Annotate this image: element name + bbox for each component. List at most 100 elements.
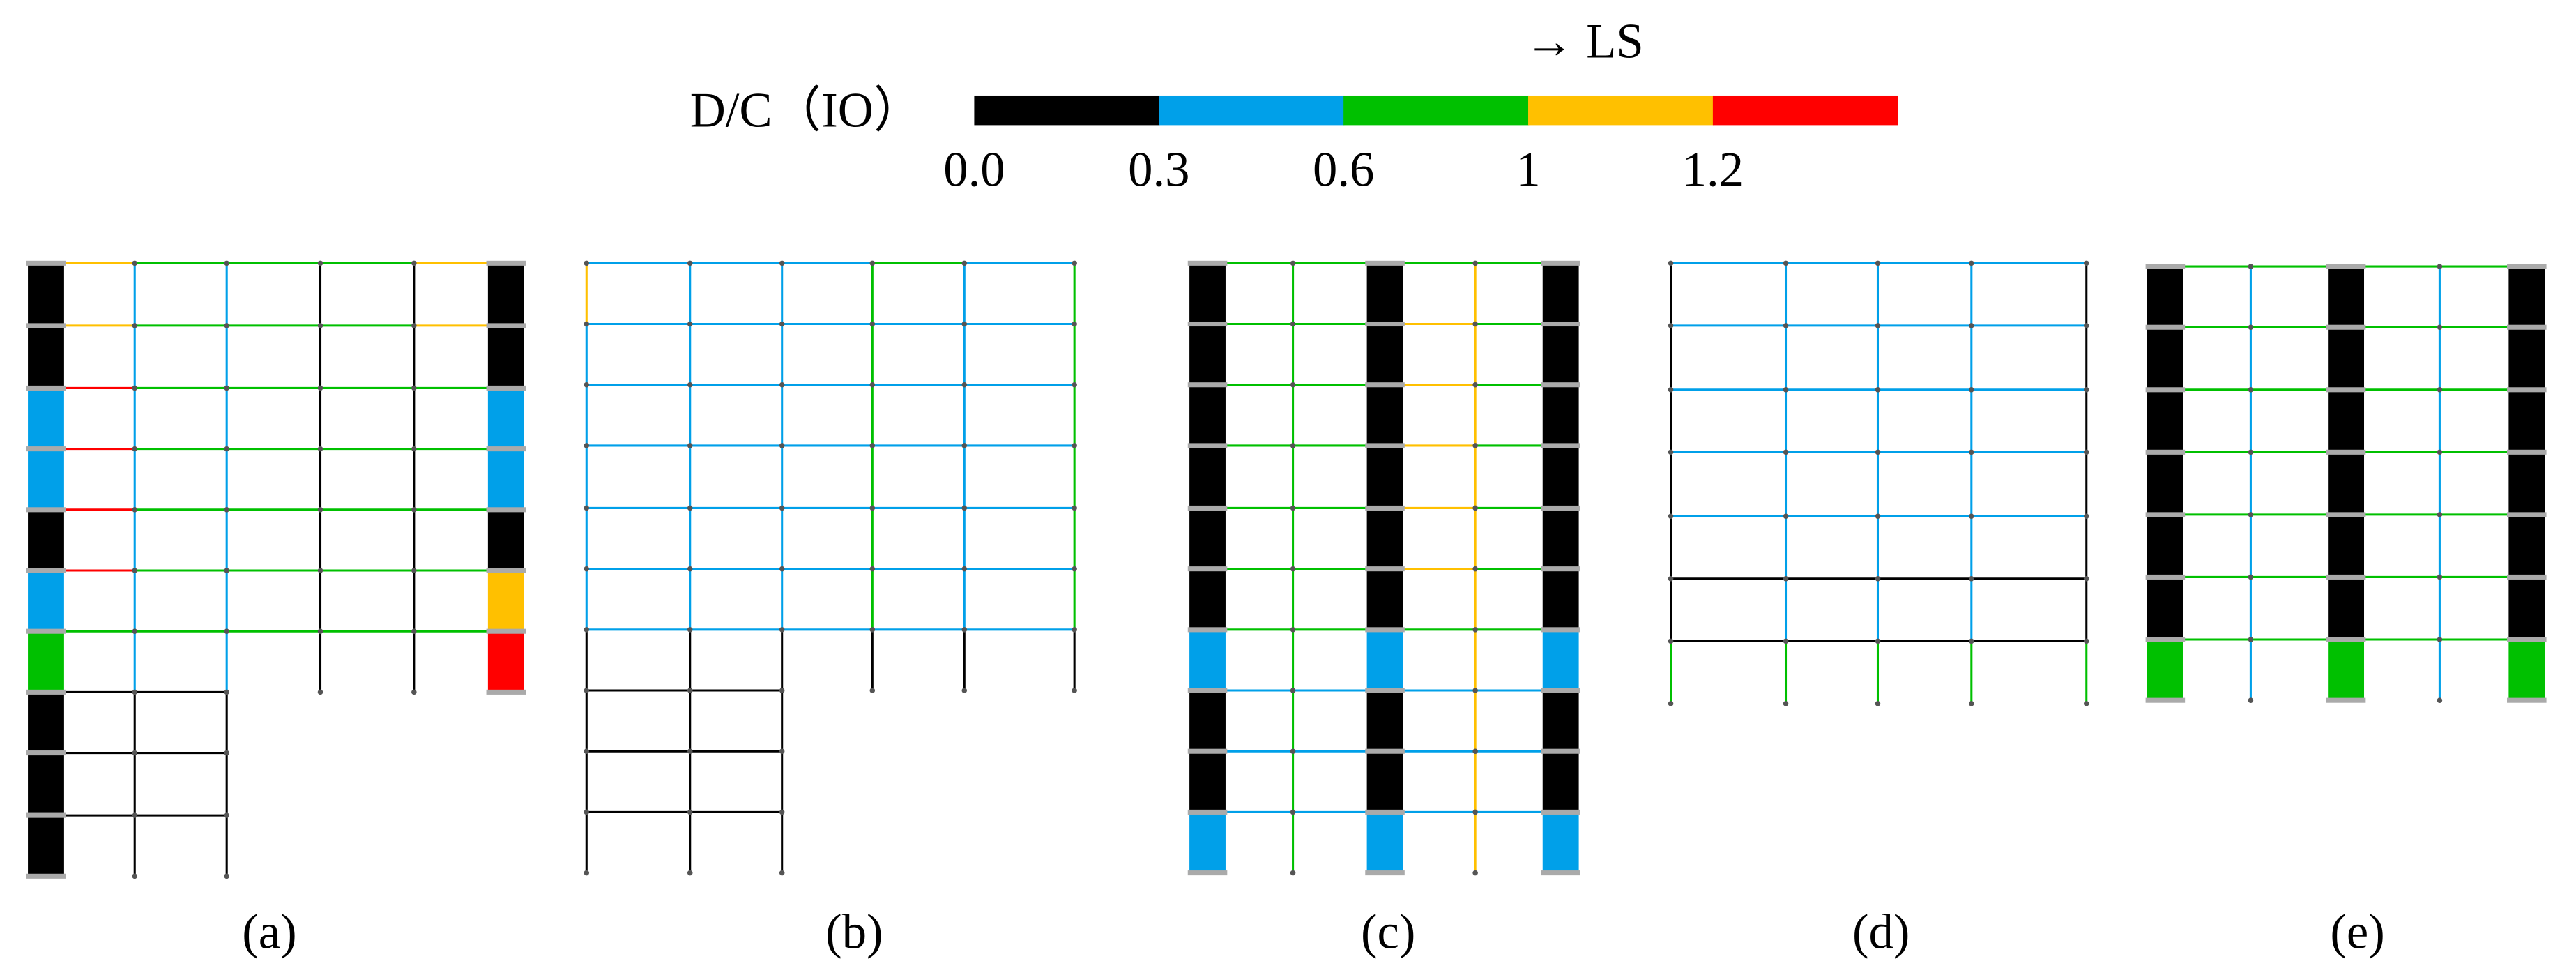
panel-label: (a)	[242, 905, 296, 960]
joint	[224, 446, 229, 452]
legend-segment	[1712, 95, 1898, 126]
joint	[486, 260, 526, 266]
column-member	[1189, 568, 1226, 630]
joint	[2083, 638, 2089, 644]
column-member	[1542, 568, 1579, 630]
joint	[2437, 574, 2443, 580]
column-member	[28, 263, 64, 326]
panel-label: (e)	[2330, 905, 2384, 960]
column-member	[28, 753, 64, 816]
joint	[486, 689, 526, 695]
joint	[1541, 627, 1580, 633]
joint	[869, 260, 876, 266]
column-member	[2328, 266, 2365, 328]
column-member	[2147, 577, 2183, 640]
joint	[1668, 449, 1674, 455]
joint	[1668, 513, 1674, 520]
joint	[2248, 324, 2254, 331]
joint	[1290, 627, 1296, 633]
joint	[2326, 697, 2366, 703]
joint	[584, 566, 590, 572]
joint	[1969, 638, 1974, 644]
column-member	[487, 325, 524, 388]
legend-label: D/C（IO）	[690, 83, 923, 137]
joint	[1472, 443, 1478, 448]
joint	[1365, 382, 1405, 388]
joint	[132, 446, 138, 452]
joint	[2145, 697, 2186, 703]
column-member	[487, 631, 524, 693]
joint	[1187, 566, 1228, 572]
column-member	[1366, 263, 1403, 324]
joint	[779, 505, 785, 511]
joint	[2145, 387, 2186, 393]
joint	[1365, 870, 1405, 876]
joint	[1472, 809, 1478, 815]
joint	[2248, 697, 2254, 703]
column-member	[2508, 389, 2545, 453]
joint	[1783, 323, 1789, 328]
column-member	[2508, 266, 2545, 328]
joint	[486, 323, 526, 328]
joint	[26, 873, 66, 879]
column-member	[1189, 812, 1226, 873]
joint	[779, 688, 785, 693]
joint	[317, 689, 323, 695]
joint	[584, 443, 590, 448]
joint	[1072, 260, 1077, 266]
joint	[1472, 321, 1478, 327]
joint	[1969, 323, 1974, 328]
column-member	[2147, 452, 2183, 515]
joint	[1875, 513, 1881, 520]
joint	[2083, 323, 2089, 328]
joint	[486, 507, 526, 513]
joint	[1187, 505, 1228, 511]
joint	[1783, 260, 1789, 266]
column-member	[1189, 508, 1226, 569]
joint	[2145, 574, 2186, 580]
column-member	[2147, 639, 2183, 701]
joint	[869, 688, 876, 693]
column-member	[2147, 514, 2183, 577]
joint	[224, 385, 229, 391]
joint	[132, 873, 138, 879]
joint	[2507, 264, 2547, 269]
joint	[2437, 387, 2443, 393]
column-member	[2508, 639, 2545, 701]
joint	[2248, 449, 2254, 455]
joint	[2326, 387, 2366, 393]
column-member	[2508, 452, 2545, 515]
joint	[1783, 449, 1789, 455]
joint	[224, 507, 229, 513]
joint	[779, 809, 785, 815]
column-member	[487, 263, 524, 326]
joint	[2326, 574, 2366, 580]
joint	[1072, 505, 1077, 511]
joint	[961, 443, 968, 448]
joint	[411, 689, 417, 695]
joint	[1969, 576, 1974, 582]
joint	[1472, 748, 1478, 754]
joint	[687, 505, 693, 511]
joint	[1290, 870, 1296, 876]
joint	[1365, 321, 1405, 327]
joint	[1541, 688, 1580, 693]
joint	[1365, 748, 1405, 754]
column-member	[2147, 327, 2183, 390]
joint	[1072, 321, 1077, 327]
column-member	[2508, 327, 2545, 390]
column-member	[1189, 445, 1226, 508]
column-member	[1542, 629, 1579, 691]
joint	[2437, 512, 2443, 517]
joint	[1668, 387, 1674, 393]
joint	[1875, 387, 1881, 393]
joint	[2326, 449, 2366, 455]
column-member	[2328, 577, 2365, 640]
column-member	[1366, 384, 1403, 446]
joint	[2145, 264, 2186, 269]
column-member	[2328, 452, 2365, 515]
joint	[224, 260, 229, 266]
joint	[961, 688, 968, 693]
joint	[1668, 260, 1674, 266]
